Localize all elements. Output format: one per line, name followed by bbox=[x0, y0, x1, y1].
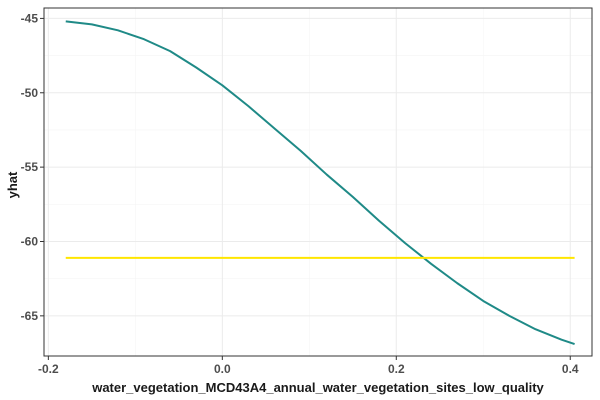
x-tick-label: 0.4 bbox=[562, 362, 579, 376]
y-axis-ticks: -65 -60 -55 -50 -45 bbox=[21, 11, 44, 323]
minor-gridlines bbox=[44, 8, 592, 356]
series-layer bbox=[65, 20, 575, 346]
x-tick-label: 0.2 bbox=[388, 362, 405, 376]
x-tick-label: -0.2 bbox=[38, 362, 59, 376]
y-axis-title: yhat bbox=[5, 171, 20, 198]
x-axis-title: water_vegetation_MCD43A4_annual_water_ve… bbox=[91, 380, 544, 395]
y-tick-label: -50 bbox=[21, 86, 39, 100]
y-tick-label: -60 bbox=[21, 234, 39, 248]
x-axis-ticks: -0.2 0.0 0.2 0.4 bbox=[38, 356, 579, 376]
series-line-1 bbox=[65, 20, 575, 346]
y-tick-label: -45 bbox=[21, 11, 39, 25]
x-tick-label: 0.0 bbox=[214, 362, 231, 376]
y-tick-label: -55 bbox=[21, 160, 39, 174]
y-tick-label: -65 bbox=[21, 309, 39, 323]
panel-border bbox=[43, 7, 593, 357]
